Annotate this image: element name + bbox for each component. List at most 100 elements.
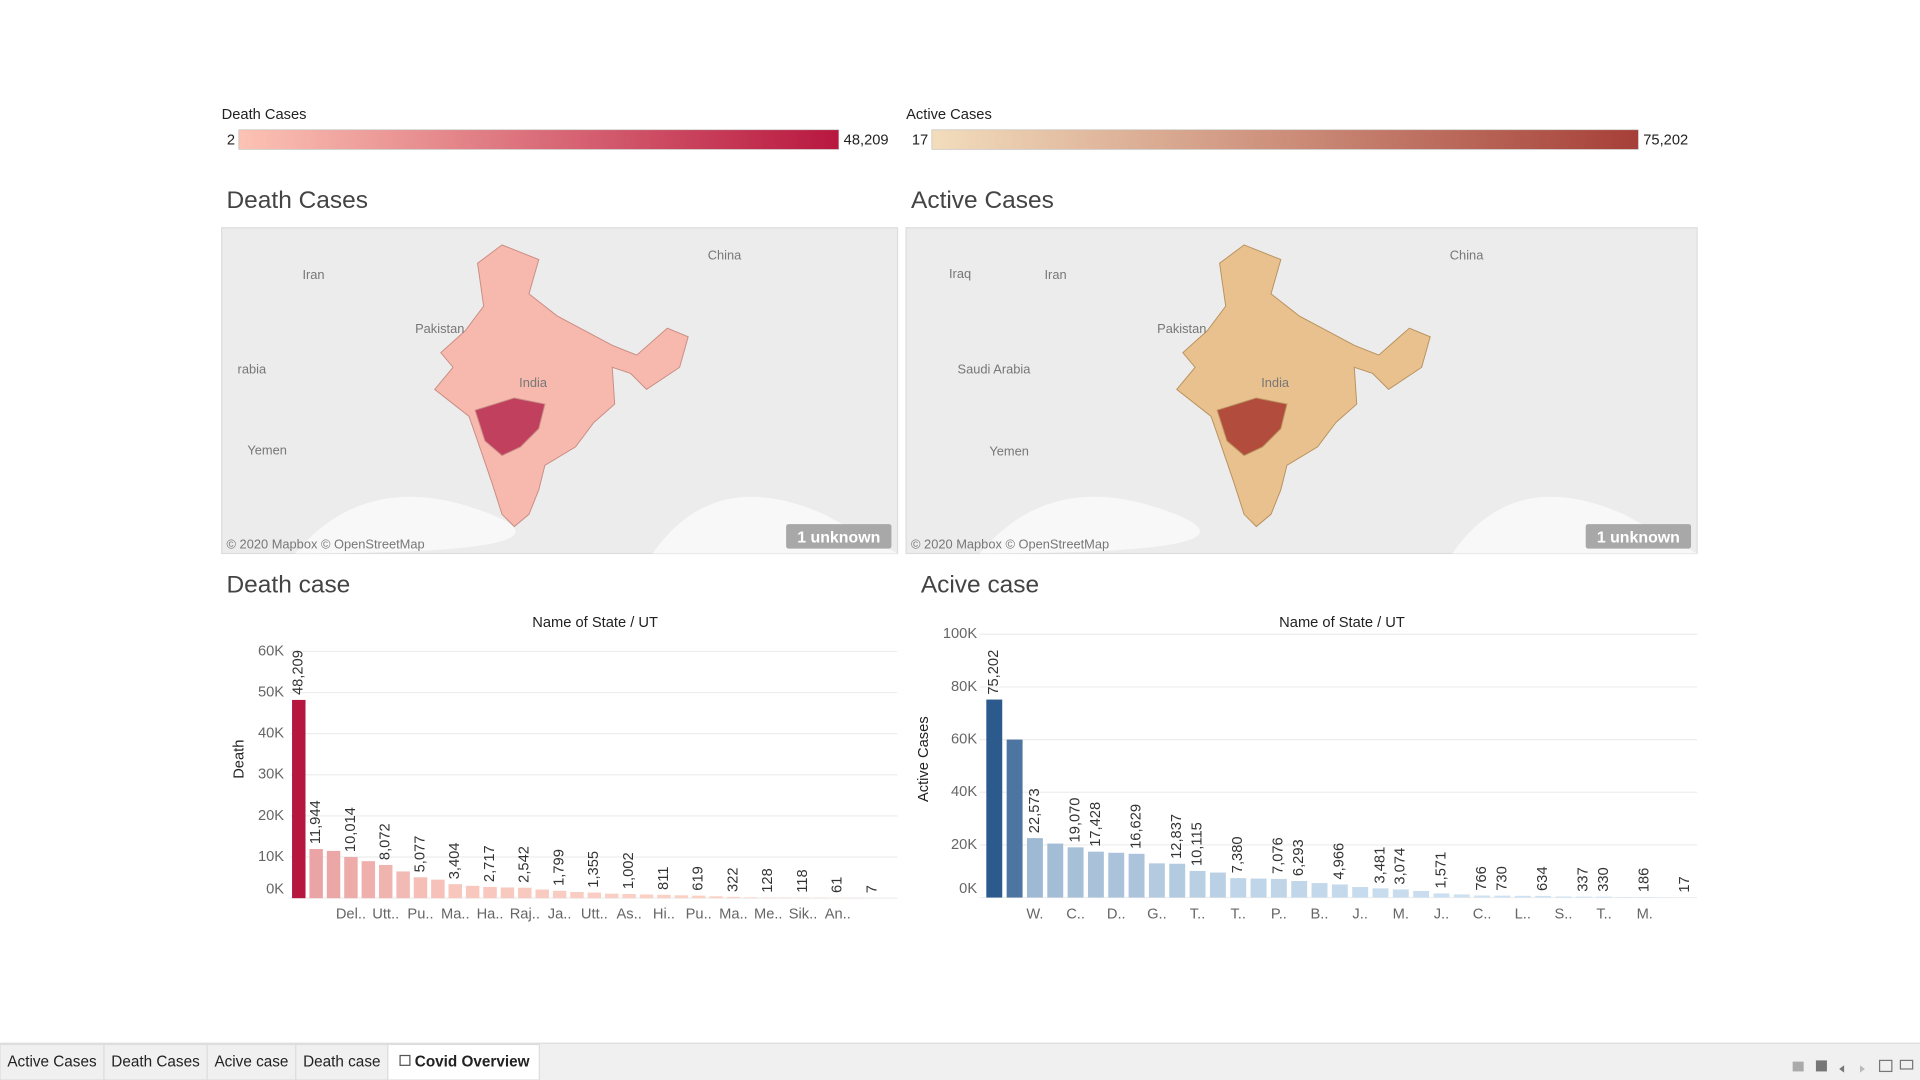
- bar: [1352, 887, 1369, 898]
- sheet-tab[interactable]: Death Cases: [103, 1043, 208, 1080]
- unknown-badge: [786, 524, 892, 549]
- data-label: 16,629: [1128, 804, 1144, 849]
- y-tick-label: 40K: [951, 784, 977, 800]
- data-label: 10,014: [343, 807, 359, 852]
- unknown-badge-text: 1 unknown: [1597, 529, 1680, 546]
- y-tick-label: 60K: [258, 643, 284, 659]
- data-label: 1,799: [551, 849, 567, 886]
- x-tick-label: Pu..: [686, 906, 712, 922]
- bar: [361, 861, 376, 899]
- x-tick-label: J..: [1352, 906, 1368, 922]
- bar: [500, 887, 515, 899]
- y-tick-label: 40K: [258, 726, 284, 742]
- y-tick-label: 30K: [258, 767, 284, 783]
- tab-label[interactable]: Covid Overview: [415, 1054, 530, 1071]
- india-states: [433, 244, 689, 528]
- x-tick-label: An..: [825, 906, 851, 922]
- tab-background[interactable]: [295, 1043, 389, 1080]
- x-tick-label: M.: [1637, 906, 1653, 922]
- x-tick-label: Del..: [336, 906, 366, 922]
- bar: [1535, 895, 1552, 898]
- bar: [1392, 889, 1409, 898]
- sheet-tab[interactable]: Active Cases: [0, 1043, 105, 1080]
- y-tick-label: 10K: [258, 849, 284, 865]
- sheet-tab[interactable]: Death case: [295, 1043, 389, 1080]
- data-label: 811: [656, 867, 672, 890]
- x-tick-label: Me..: [754, 906, 783, 922]
- bar: [761, 897, 775, 899]
- bar: [1026, 838, 1043, 898]
- bar: [605, 893, 619, 899]
- map-place: Saudi Arabia: [958, 361, 1032, 376]
- data-label: 48,209: [291, 650, 307, 695]
- legend-ramp: [238, 129, 840, 150]
- data-label: 1,355: [586, 851, 602, 888]
- tab-label[interactable]: Death case: [303, 1054, 380, 1071]
- map-place: Iran: [1044, 267, 1066, 282]
- bar: [1108, 852, 1125, 898]
- data-label: 337: [1576, 867, 1592, 892]
- bar: [309, 849, 323, 899]
- legend-min: 2: [227, 132, 235, 148]
- y-tick-label: 0K: [959, 881, 977, 897]
- tab-background[interactable]: [206, 1043, 297, 1080]
- sheet-tab[interactable]: Covid Overview: [387, 1043, 540, 1080]
- data-label: 730: [1494, 866, 1510, 891]
- bar: [691, 895, 706, 899]
- y-tick-label: 0K: [266, 881, 284, 897]
- bar: [396, 871, 410, 899]
- bar: [1616, 897, 1633, 898]
- x-tick-label: Ma..: [719, 906, 748, 922]
- tab-background[interactable]: [387, 1043, 540, 1080]
- data-label: 2,542: [517, 846, 533, 883]
- data-label: 3,481: [1372, 847, 1388, 884]
- tab-label[interactable]: Acive case: [214, 1054, 288, 1071]
- x-tick-label: D..: [1107, 906, 1126, 922]
- data-label: 7,076: [1271, 837, 1287, 874]
- y-tick-label: 50K: [258, 684, 284, 700]
- bar: [378, 864, 393, 899]
- data-label: 11,944: [308, 800, 324, 844]
- dashboard-icon: [399, 1054, 411, 1066]
- tab-background[interactable]: [103, 1043, 208, 1080]
- data-label: 6,293: [1291, 839, 1307, 876]
- sheet-tab[interactable]: Acive case: [206, 1043, 297, 1080]
- map-place: China: [1450, 248, 1484, 263]
- map-place: rabia: [238, 361, 267, 376]
- tab-label[interactable]: Death Cases: [111, 1054, 200, 1071]
- bar: [1189, 870, 1206, 898]
- y-tick-label: 20K: [951, 837, 977, 853]
- bar: [639, 894, 654, 899]
- data-label: 75,202: [986, 650, 1002, 695]
- map-place: Yemen: [247, 442, 287, 457]
- bar: [326, 850, 341, 899]
- y-axis-title: Death: [232, 740, 248, 779]
- tab-label[interactable]: Active Cases: [7, 1054, 97, 1071]
- map-sea: [979, 496, 1698, 554]
- map-place: Iran: [302, 267, 324, 282]
- bar: [1148, 863, 1165, 898]
- x-tick-label: Raj..: [510, 906, 540, 922]
- y-tick-label: 80K: [951, 679, 977, 695]
- tab-background[interactable]: [0, 1043, 105, 1080]
- x-tick-label: Ha..: [477, 906, 504, 922]
- bar: [344, 856, 358, 899]
- data-label: 3,404: [447, 843, 463, 880]
- map-place: China: [708, 248, 742, 263]
- x-tick-label: Ja..: [548, 906, 572, 922]
- chart-title: Death case: [227, 572, 351, 599]
- data-label: 1,002: [621, 852, 637, 889]
- unknown-badge-text: 1 unknown: [797, 529, 880, 546]
- bar: [1453, 894, 1470, 898]
- map-place: India: [1261, 375, 1290, 390]
- data-label: 619: [691, 866, 707, 891]
- x-tick-label: Utt..: [581, 906, 608, 922]
- bar: [709, 896, 723, 899]
- map-place: Pakistan: [415, 321, 464, 336]
- bar: [570, 891, 584, 899]
- bar: [552, 890, 567, 899]
- data-label: 118: [795, 869, 811, 892]
- x-tick-label: G..: [1147, 906, 1167, 922]
- bar: [674, 895, 689, 899]
- x-tick-label: C..: [1473, 906, 1492, 922]
